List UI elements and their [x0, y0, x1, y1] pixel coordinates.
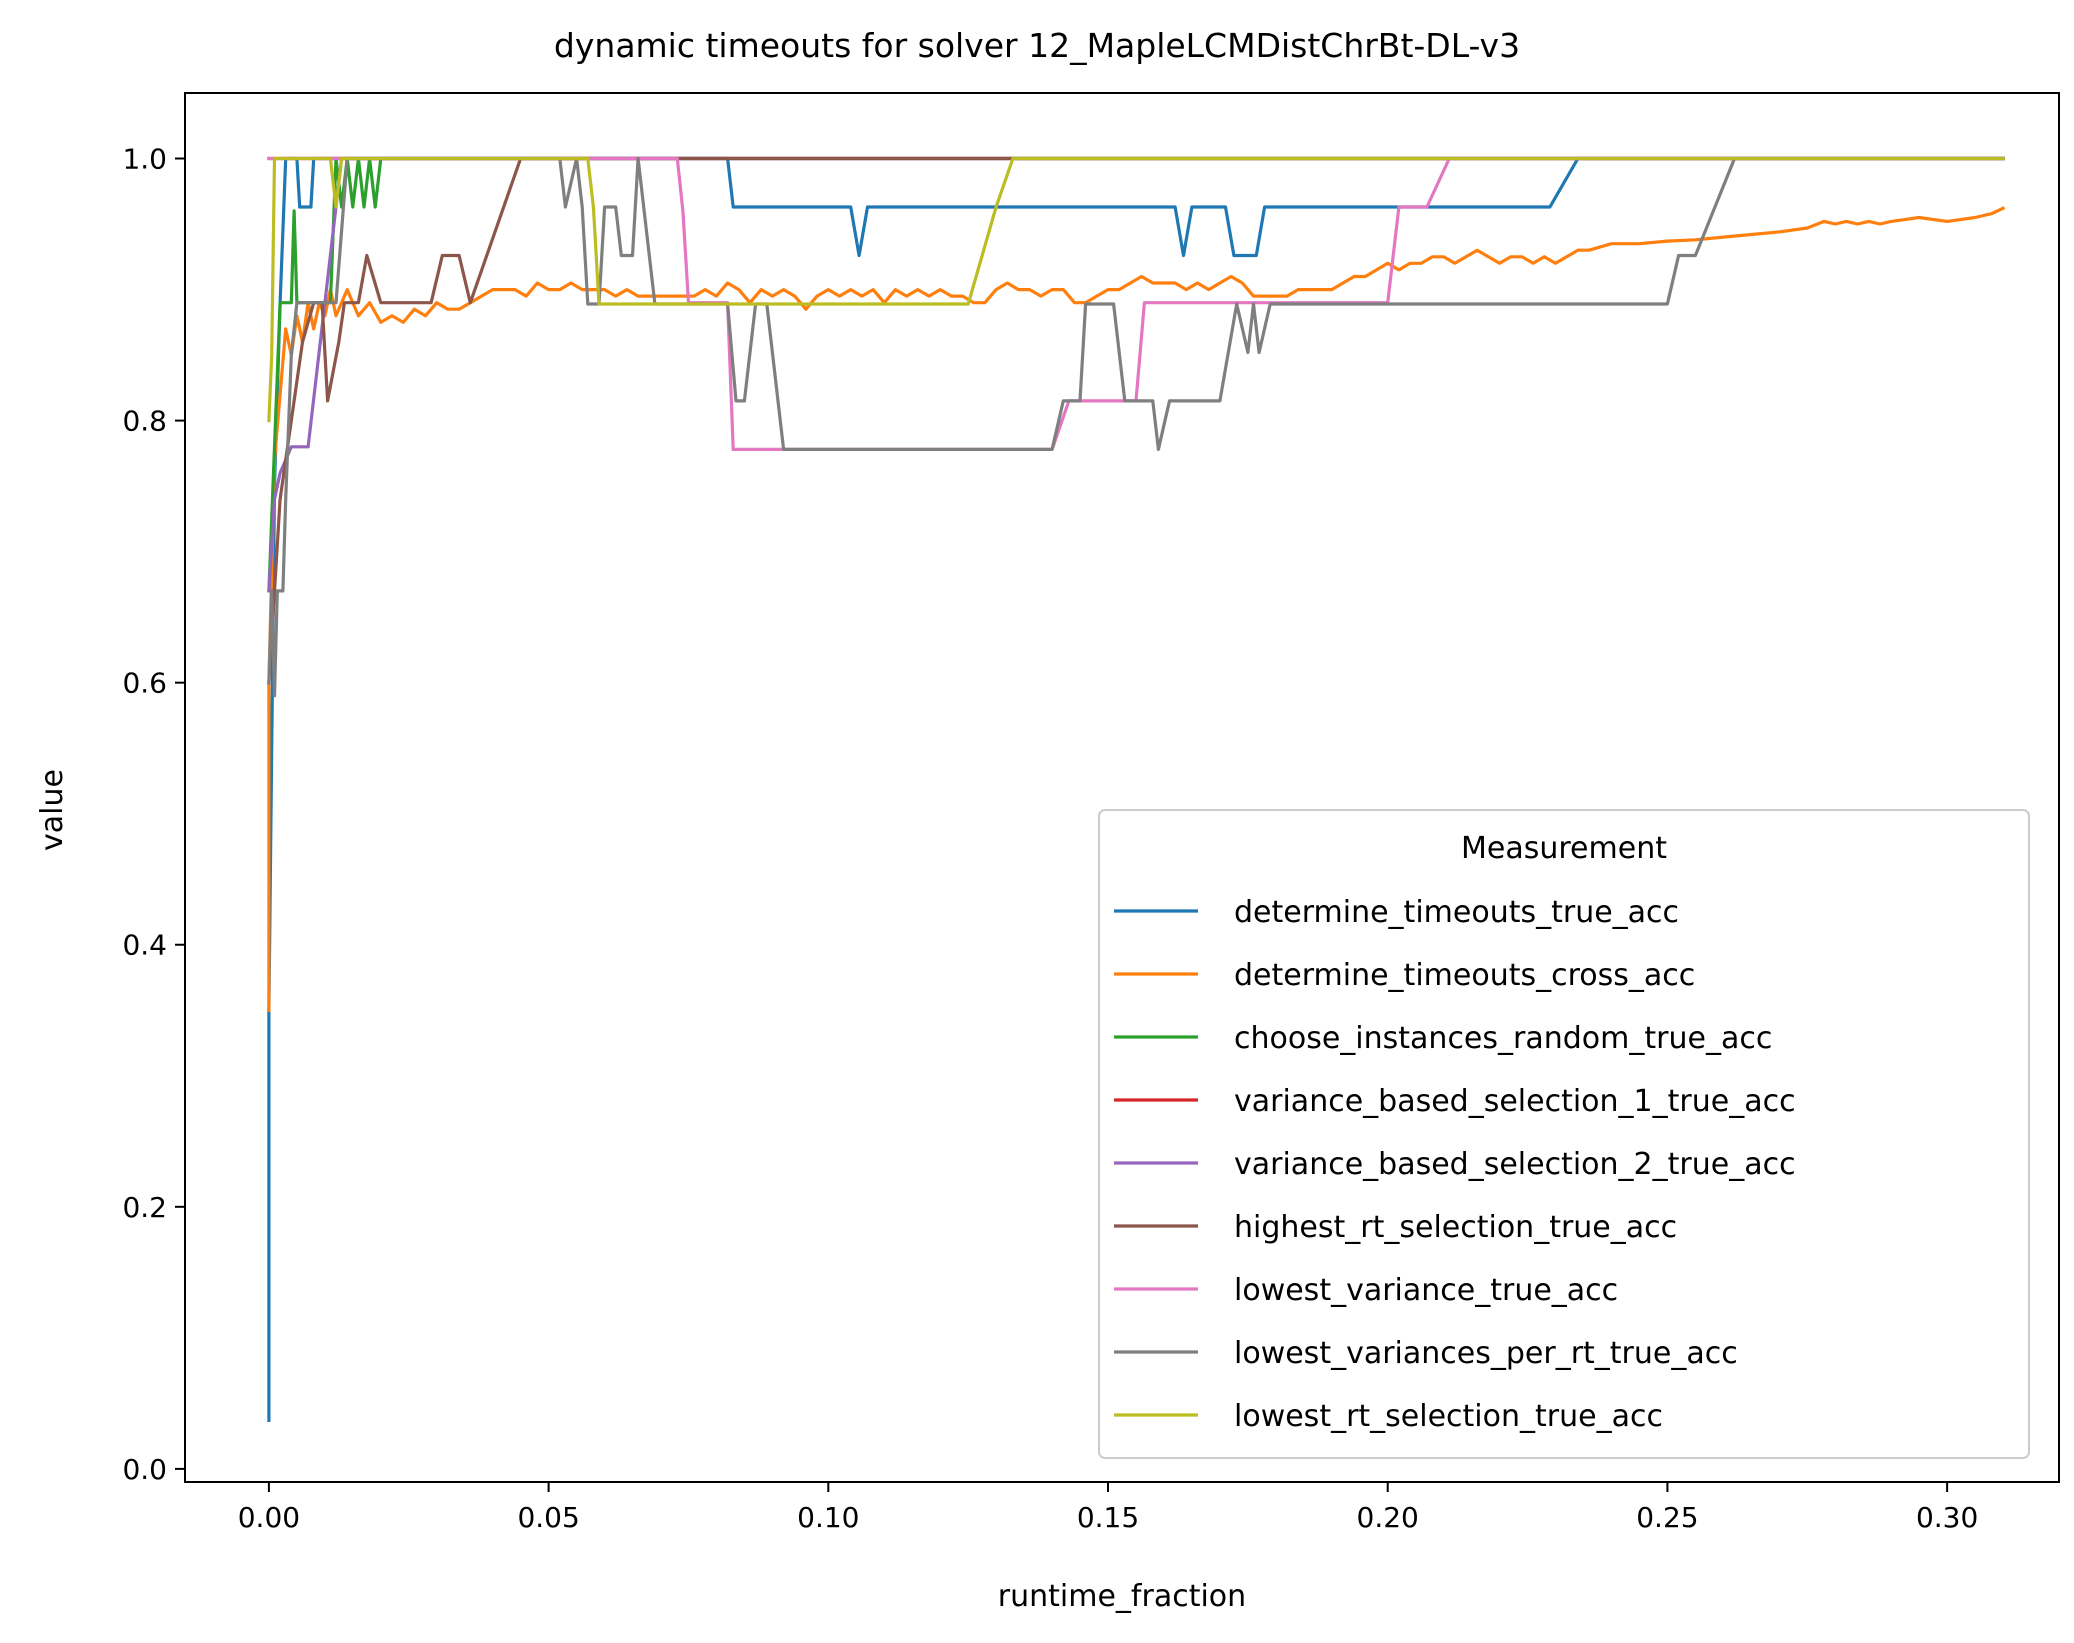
legend-title: Measurement: [1461, 831, 1667, 866]
series-line-0: [267, 156, 2005, 1422]
legend-label-7: lowest_variances_per_rt_true_acc: [1234, 1336, 1738, 1371]
legend-label-5: highest_rt_selection_true_acc: [1234, 1210, 1677, 1245]
legend-label-6: lowest_variance_true_acc: [1234, 1273, 1618, 1308]
plot-frame: [184, 92, 2060, 1483]
x-tick-label: 0.05: [517, 1501, 579, 1534]
legend-label-8: lowest_rt_selection_true_acc: [1234, 1399, 1663, 1434]
y-tick-label: 0.8: [122, 405, 167, 438]
x-axis-label: runtime_fraction: [998, 1579, 1246, 1614]
y-tick-label: 1.0: [122, 143, 167, 176]
series-line-5: [267, 156, 2005, 685]
y-tick-label: 0.0: [122, 1453, 167, 1486]
legend-label-0: determine_timeouts_true_acc: [1234, 895, 1679, 930]
legend-box: [1098, 809, 2030, 1459]
x-tick-label: 0.30: [1916, 1501, 1978, 1534]
y-axis-label: value: [35, 769, 70, 851]
x-tick-label: 0.25: [1636, 1501, 1698, 1534]
x-tick-label: 0.15: [1077, 1501, 1139, 1534]
legend-label-4: variance_based_selection_2_true_acc: [1234, 1147, 1796, 1182]
legend: Measurement determine_timeouts_true_accd…: [1098, 809, 2030, 1459]
chart-title: dynamic timeouts for solver 12_MapleLCMD…: [554, 26, 1520, 65]
series-line-2: [267, 156, 2005, 593]
y-ticks: 0.0 0.2 0.4 0.6 0.8 1.0: [122, 143, 185, 1486]
legend-label-2: choose_instances_random_true_acc: [1234, 1021, 1772, 1056]
legend-entries: determine_timeouts_true_acc determine_tim…: [1114, 895, 1796, 1434]
x-ticks: 0.00 0.05 0.10 0.15 0.20 0.25 0.30: [238, 1482, 1978, 1534]
plot-lines: [267, 156, 2006, 1422]
x-tick-label: 0.20: [1357, 1501, 1419, 1534]
legend-label-1: determine_timeouts_cross_acc: [1234, 958, 1695, 993]
series-line-1: [267, 206, 2006, 1012]
x-tick-label: 0.00: [238, 1501, 300, 1534]
legend-label-3: variance_based_selection_1_true_acc: [1234, 1084, 1796, 1119]
y-tick-label: 0.2: [122, 1191, 167, 1224]
y-tick-label: 0.6: [122, 667, 167, 700]
series-line-6: [267, 156, 2005, 451]
series-line-4: [267, 156, 2005, 593]
y-tick-label: 0.4: [122, 929, 167, 962]
x-tick-label: 0.10: [797, 1501, 859, 1534]
series-line-8: [267, 156, 2005, 423]
series-line-7: [267, 156, 2005, 698]
